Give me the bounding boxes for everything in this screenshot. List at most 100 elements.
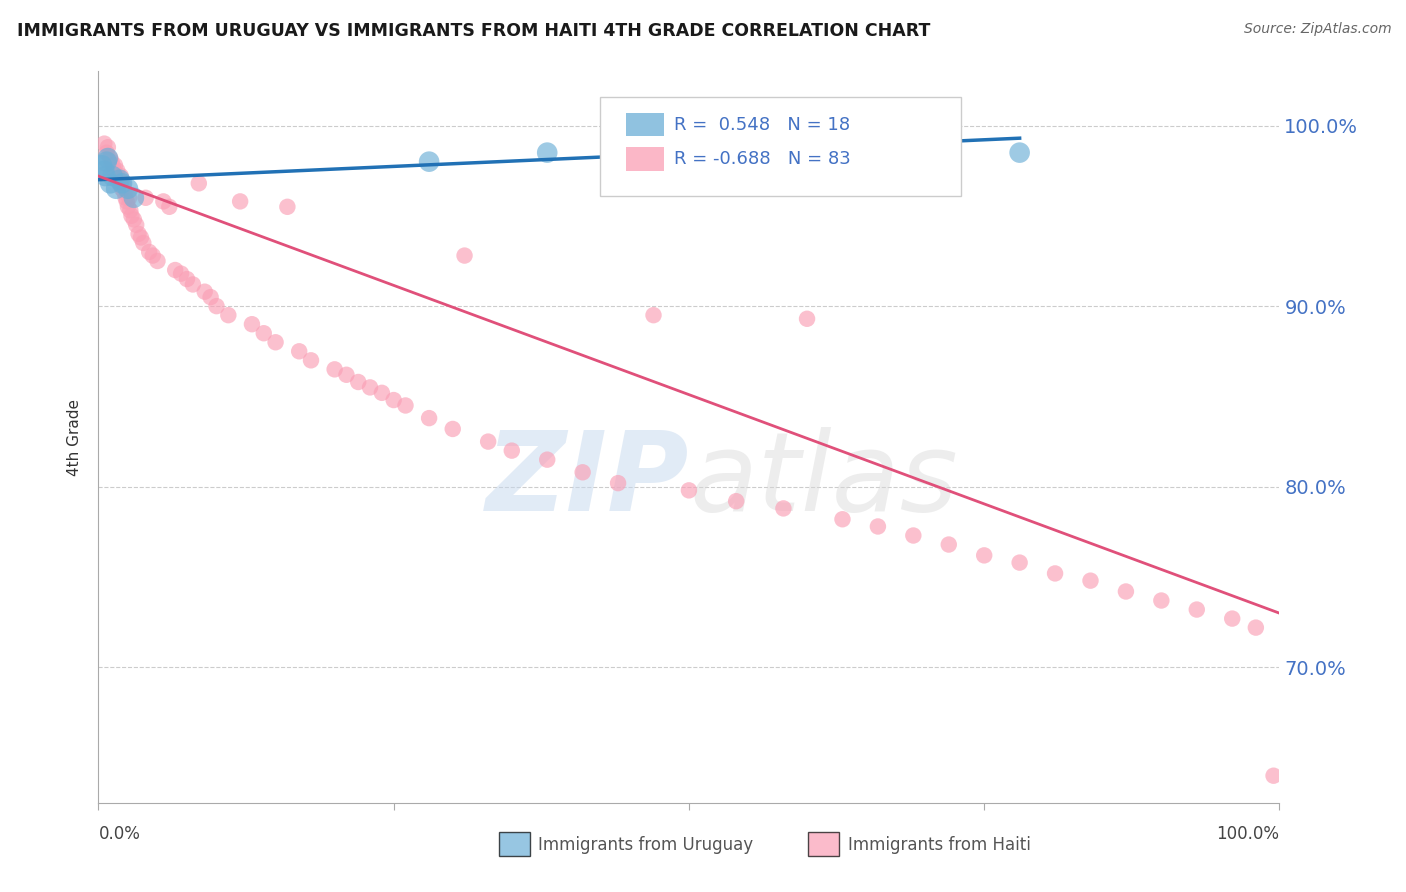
- Point: [111, 182, 134, 196]
- Point: [1185, 602, 1208, 616]
- Point: [138, 244, 160, 259]
- Point: [1080, 574, 1102, 588]
- Point: [97, 151, 120, 165]
- Point: [100, 154, 122, 169]
- Point: [105, 182, 128, 196]
- Point: [725, 494, 748, 508]
- Point: [104, 158, 127, 172]
- Point: [276, 200, 298, 214]
- Point: [142, 249, 165, 263]
- Point: [98, 151, 121, 165]
- Point: [831, 512, 853, 526]
- Point: [1244, 621, 1267, 635]
- Point: [903, 528, 925, 542]
- Point: [135, 191, 157, 205]
- Point: [1150, 593, 1173, 607]
- Point: [91, 158, 114, 172]
- Point: [146, 254, 169, 268]
- Text: 100.0%: 100.0%: [1216, 825, 1279, 843]
- Point: [796, 140, 818, 154]
- Point: [229, 194, 252, 209]
- Point: [105, 163, 128, 178]
- Point: [453, 249, 475, 263]
- Point: [1115, 584, 1137, 599]
- Point: [194, 285, 217, 299]
- Point: [152, 194, 174, 209]
- Point: [111, 177, 134, 191]
- Point: [382, 392, 405, 407]
- Point: [121, 209, 143, 223]
- Point: [105, 169, 128, 183]
- Point: [101, 169, 124, 183]
- Point: [643, 308, 665, 322]
- Point: [97, 140, 120, 154]
- Bar: [626, 147, 664, 171]
- Point: [418, 154, 440, 169]
- Point: [1263, 769, 1285, 783]
- Point: [866, 519, 889, 533]
- Point: [288, 344, 311, 359]
- Point: [536, 452, 558, 467]
- Point: [165, 263, 187, 277]
- Point: [98, 177, 121, 191]
- Point: [117, 182, 139, 196]
- Point: [176, 272, 198, 286]
- Point: [240, 317, 263, 331]
- Point: [114, 191, 136, 205]
- Point: [299, 353, 322, 368]
- Point: [110, 169, 132, 183]
- Point: [170, 267, 193, 281]
- Point: [93, 136, 115, 151]
- Point: [108, 177, 131, 191]
- Point: [1043, 566, 1066, 581]
- Point: [796, 311, 818, 326]
- Point: [107, 172, 129, 186]
- Point: [94, 169, 117, 183]
- Point: [359, 380, 381, 394]
- Text: ZIP: ZIP: [485, 427, 689, 534]
- Point: [118, 191, 141, 205]
- Text: R = -0.688   N = 83: R = -0.688 N = 83: [673, 150, 851, 168]
- Point: [128, 227, 150, 241]
- Bar: [626, 113, 664, 136]
- Point: [477, 434, 499, 449]
- Point: [323, 362, 346, 376]
- Text: atlas: atlas: [689, 427, 957, 534]
- Point: [501, 443, 523, 458]
- Point: [103, 163, 125, 178]
- Point: [394, 399, 416, 413]
- Point: [112, 177, 135, 191]
- Text: Immigrants from Haiti: Immigrants from Haiti: [848, 836, 1031, 854]
- Point: [938, 537, 960, 551]
- Text: R =  0.548   N = 18: R = 0.548 N = 18: [673, 116, 849, 134]
- Point: [129, 230, 152, 244]
- Point: [132, 235, 155, 250]
- Point: [973, 549, 995, 563]
- Point: [1220, 611, 1243, 625]
- Point: [96, 154, 118, 169]
- Point: [1008, 145, 1031, 160]
- Text: Source: ZipAtlas.com: Source: ZipAtlas.com: [1244, 22, 1392, 37]
- Point: [187, 177, 209, 191]
- Point: [264, 335, 287, 350]
- Point: [678, 483, 700, 498]
- Point: [418, 411, 440, 425]
- Point: [607, 476, 630, 491]
- Point: [122, 191, 145, 205]
- Point: [205, 299, 228, 313]
- Point: [96, 145, 118, 160]
- Point: [702, 145, 724, 160]
- Point: [347, 375, 370, 389]
- Point: [200, 290, 222, 304]
- Point: [371, 385, 394, 400]
- Point: [536, 145, 558, 160]
- Point: [122, 212, 145, 227]
- Point: [441, 422, 464, 436]
- Text: 0.0%: 0.0%: [98, 825, 141, 843]
- Point: [108, 172, 131, 186]
- Point: [93, 163, 115, 178]
- Point: [115, 194, 138, 209]
- Y-axis label: 4th Grade: 4th Grade: [67, 399, 83, 475]
- Point: [101, 158, 124, 172]
- Point: [120, 203, 142, 218]
